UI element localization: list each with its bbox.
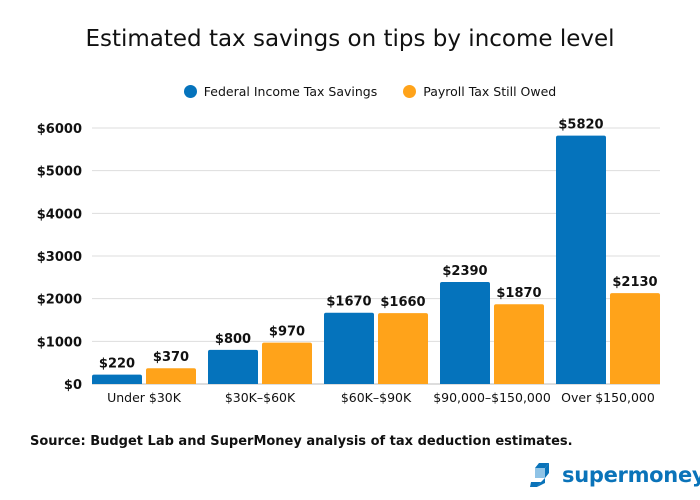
y-tick-label: $5000: [37, 165, 82, 180]
bar: [92, 374, 142, 384]
supermoney-cube-logo-icon: [530, 463, 549, 487]
bar: [556, 135, 606, 384]
x-tick-label: $30K–$60K: [225, 390, 296, 405]
y-tick-label: $0: [64, 378, 82, 393]
chart-title: Estimated tax savings on tips by income …: [85, 26, 615, 52]
legend-swatch-orange: [403, 85, 417, 98]
data-label: $800: [215, 332, 251, 347]
bar: [440, 282, 490, 384]
data-label: $1870: [496, 286, 541, 301]
logo-text: supermoney: [562, 463, 700, 487]
data-label: $5820: [558, 118, 603, 133]
bar: [262, 342, 312, 384]
legend-label: Payroll Tax Still Owed: [423, 84, 557, 99]
data-label: $970: [269, 325, 305, 340]
bar: [494, 304, 544, 384]
x-tick-label: $90,000–$150,000: [433, 390, 551, 405]
legend-item-payroll: Payroll Tax Still Owed: [403, 84, 556, 99]
bar: [610, 293, 660, 384]
x-tick-label: Over $150,000: [561, 390, 655, 405]
legend-label: Federal Income Tax Savings: [203, 84, 378, 99]
data-label: $2130: [612, 275, 657, 290]
legend-item-federal: Federal Income Tax Savings: [183, 84, 378, 99]
bar: [378, 313, 428, 384]
data-label: $1670: [326, 295, 371, 310]
data-label: $2390: [442, 264, 487, 279]
source-note: Source: Budget Lab and SuperMoney analys…: [30, 434, 573, 449]
legend: Federal Income Tax Savings Payroll Tax S…: [0, 84, 700, 99]
y-tick-label: $3000: [37, 250, 82, 265]
x-tick-label: $60K–$90K: [341, 390, 412, 405]
data-label: $220: [99, 357, 135, 372]
data-label: $370: [153, 350, 189, 365]
y-tick-label: $1000: [37, 335, 82, 350]
y-tick-label: $6000: [37, 122, 82, 137]
y-tick-label: $2000: [37, 293, 82, 308]
bar: [208, 349, 258, 384]
y-tick-label: $4000: [37, 207, 82, 222]
bar: [146, 368, 196, 384]
x-tick-label: Under $30K: [107, 390, 182, 405]
data-label: $1660: [380, 295, 425, 310]
supermoney-logo: supermoney: [530, 462, 700, 488]
bar: [324, 312, 374, 384]
legend-swatch-blue: [183, 85, 197, 98]
plot-area: $0 $1000 $2000 $3000 $4000 $5000 $6000 $220 $370…: [37, 118, 660, 405]
